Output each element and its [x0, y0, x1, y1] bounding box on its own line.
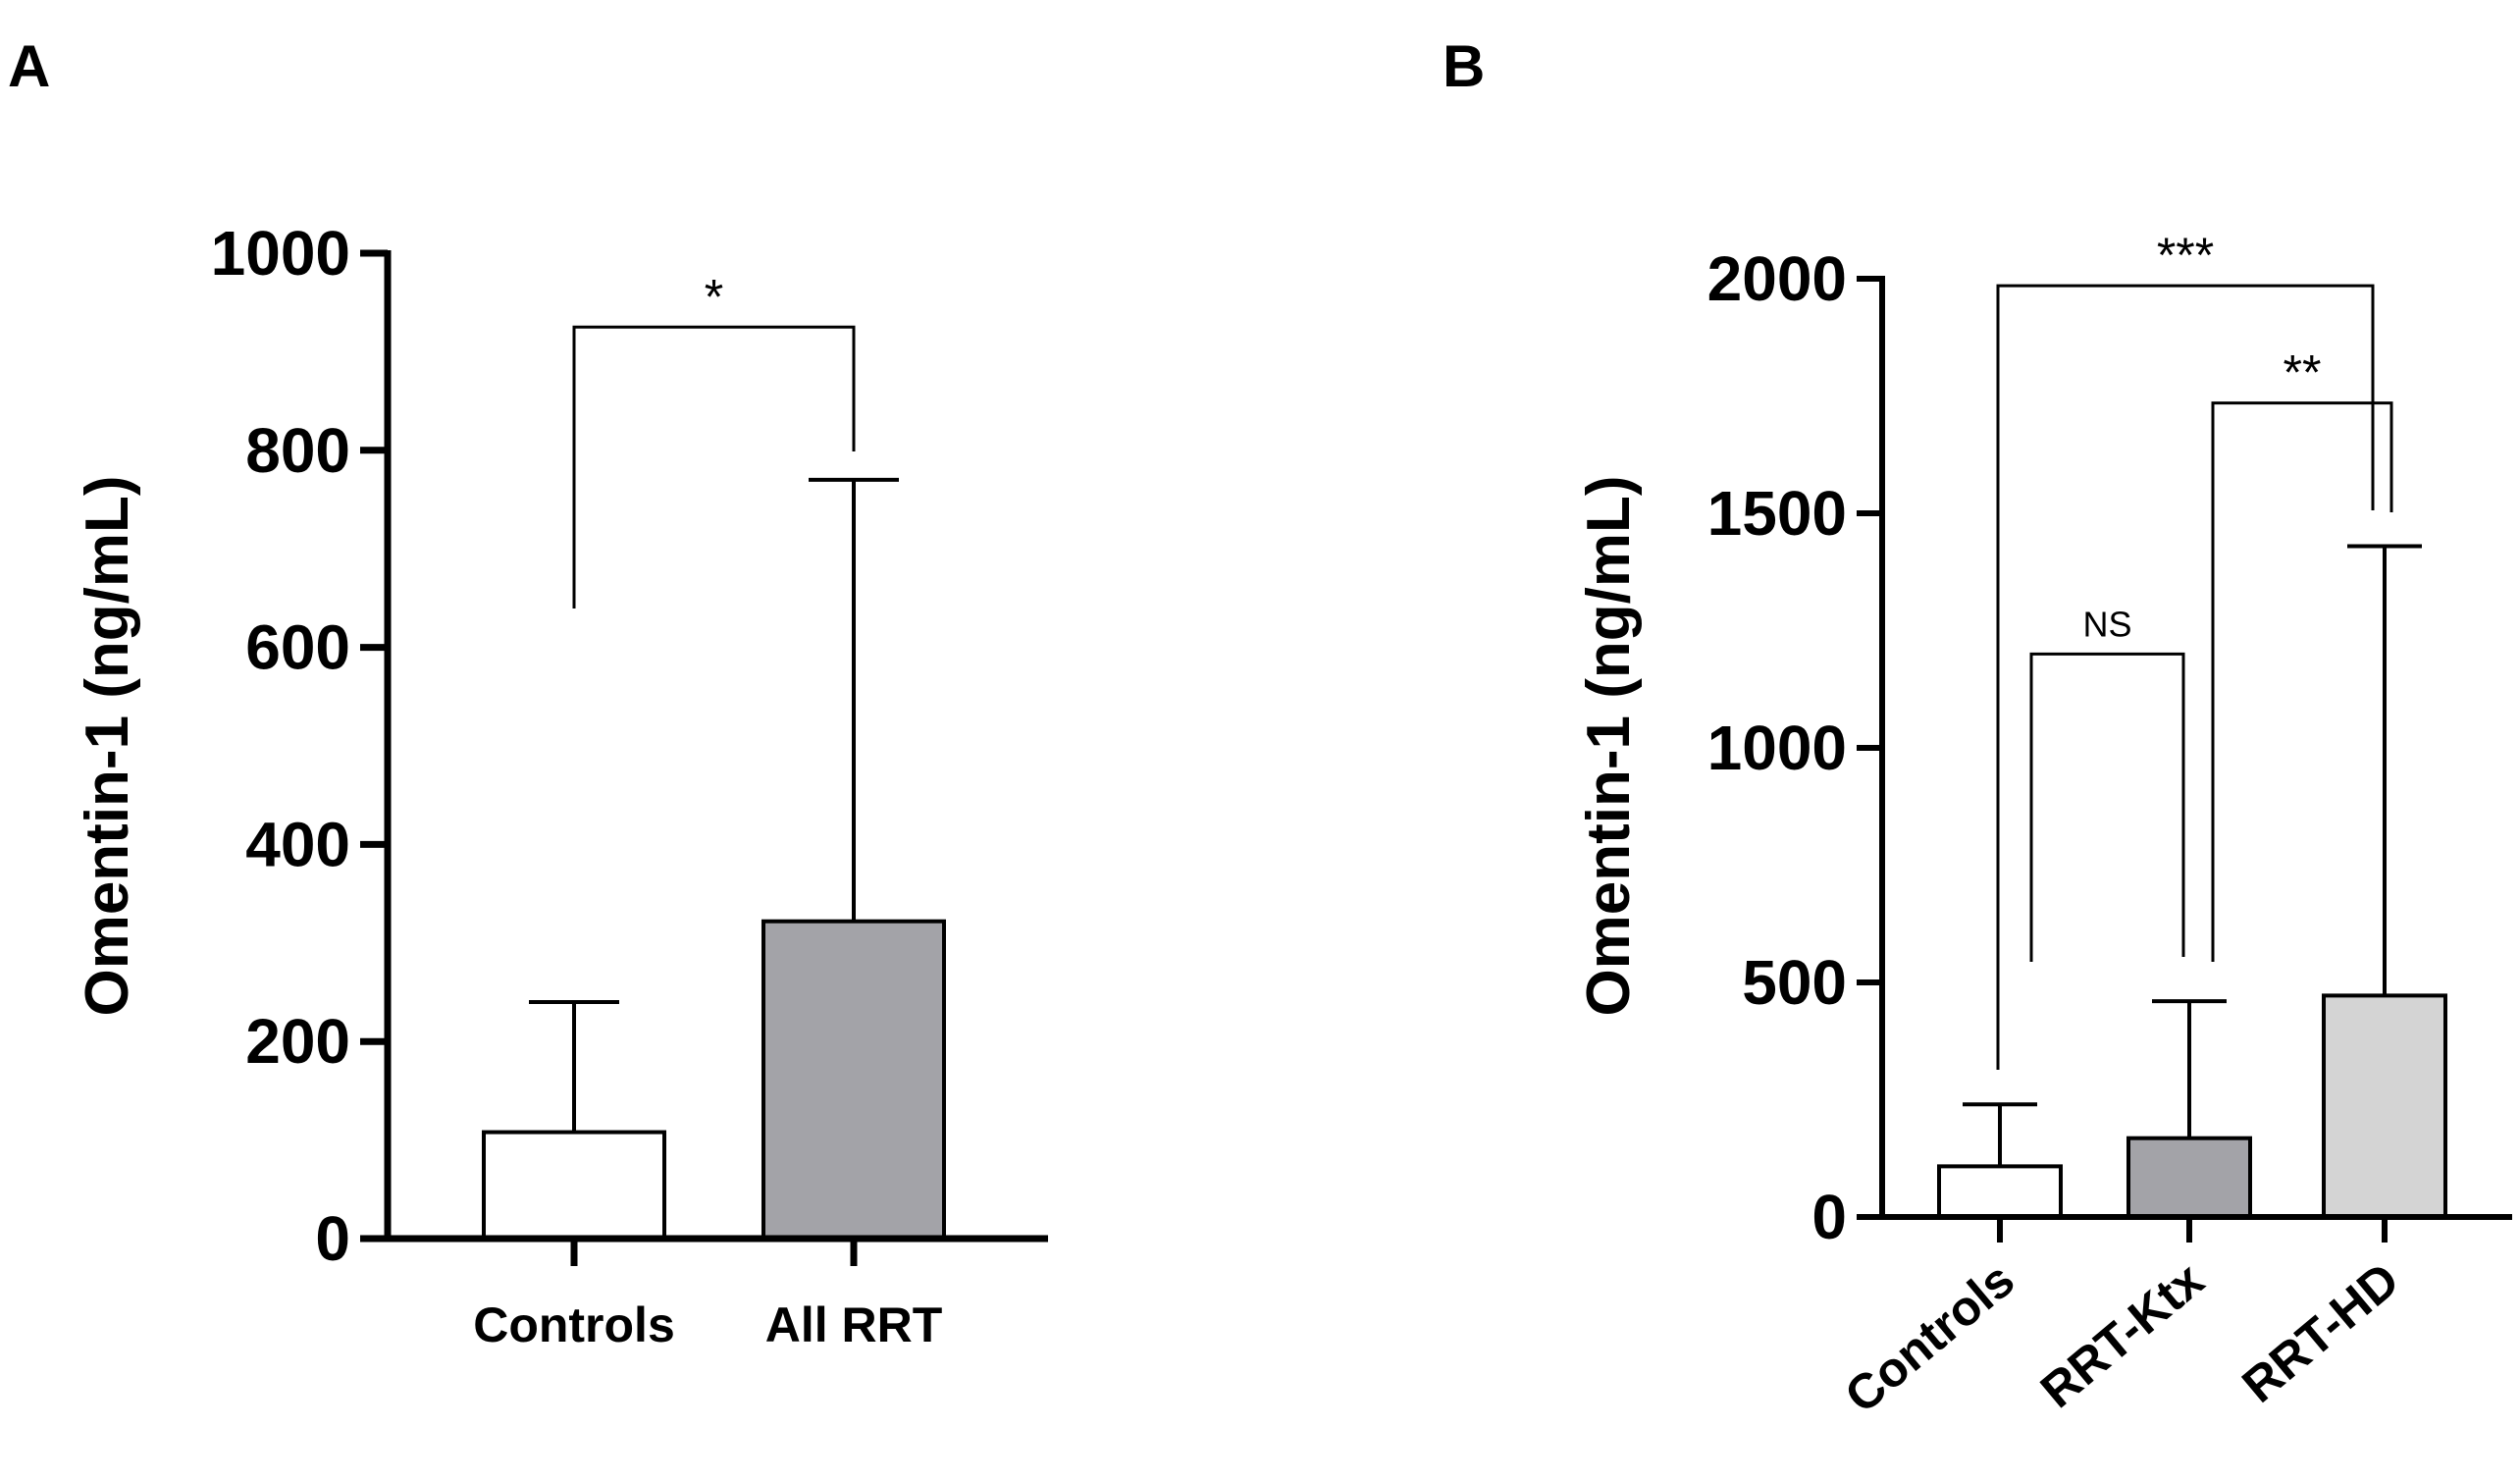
bar-controls — [482, 1130, 666, 1241]
chart-b: 0 500 1000 1500 2000 Controls RRT-Ktx RRT-HD Ome… — [1575, 228, 2512, 1424]
y-tick-label: 400 — [245, 809, 350, 879]
significance-bracket-0 — [572, 325, 856, 608]
bar-controls — [1937, 1164, 2063, 1219]
bar-rrt-ktx — [2126, 1136, 2252, 1220]
y-tick-label: 600 — [245, 612, 350, 683]
y-tick-label: 0 — [1811, 1182, 1847, 1252]
y-tick-label: 1500 — [1707, 478, 1847, 549]
x-tick-label: Controls — [473, 1297, 675, 1352]
significance-label-0: NS — [2082, 604, 2131, 644]
y-tick-label: 1000 — [1707, 713, 1847, 783]
significance-bracket-1 — [2211, 401, 2393, 962]
y-tick-label: 0 — [315, 1203, 350, 1274]
y-tick-label: 200 — [245, 1006, 350, 1077]
x-tick-label: RRT-Ktx — [2030, 1251, 2214, 1418]
panel-label-b: B — [1443, 33, 1485, 99]
bar-rrt-hd — [2322, 993, 2447, 1219]
bar-all-rrt — [761, 919, 946, 1241]
significance-label-2: *** — [2157, 228, 2214, 283]
panel-label-a: A — [8, 33, 50, 99]
x-tick-label: Controls — [1835, 1252, 2024, 1424]
chart-a: 0 200 400 600 800 1000 Controls All RRT Omentin-… — [74, 218, 1048, 1352]
y-tick-label: 1000 — [211, 218, 350, 289]
significance-label-0: * — [705, 269, 723, 324]
y-tick-label: 500 — [1742, 947, 1847, 1018]
y-axis-title: Omentin-1 (ng/mL) — [1575, 475, 1643, 1016]
significance-bracket-0 — [2029, 652, 2185, 962]
significance-label-1: ** — [2284, 345, 2322, 400]
y-tick-label: 2000 — [1707, 243, 1847, 314]
x-tick-label: RRT-HD — [2231, 1252, 2409, 1413]
x-tick-label: All RRT — [765, 1297, 943, 1352]
y-axis-title: Omentin-1 (ng/mL) — [74, 475, 141, 1016]
significance-bracket-2 — [1996, 284, 2375, 1070]
y-tick-label: 800 — [245, 415, 350, 486]
